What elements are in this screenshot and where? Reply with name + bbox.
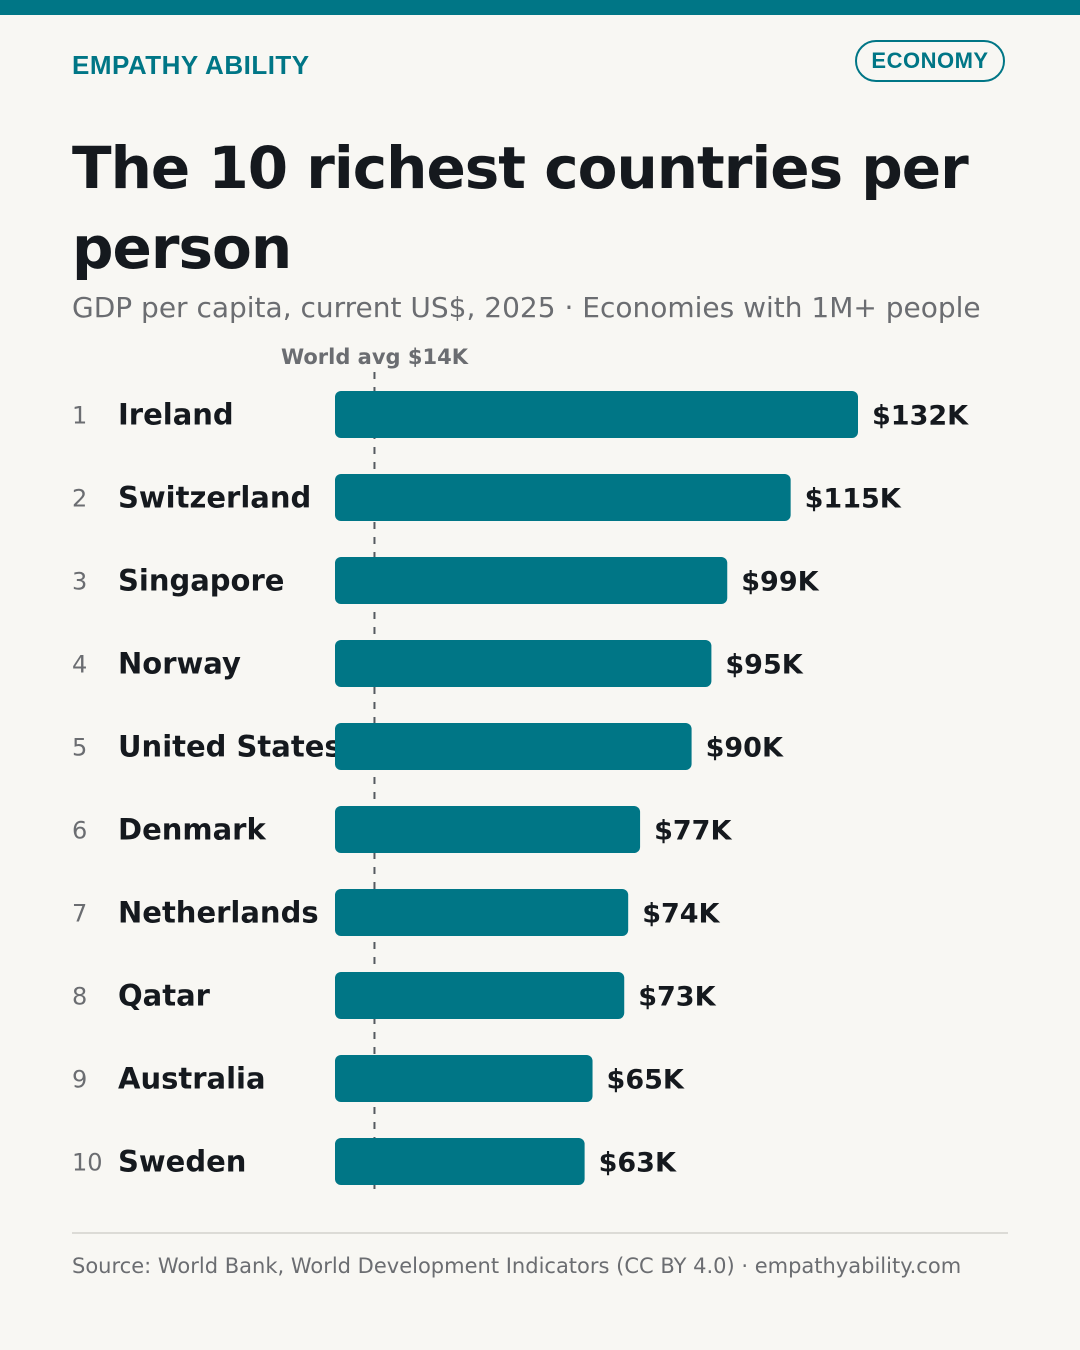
rank-label: 5: [72, 734, 87, 762]
value-label: $74K: [642, 899, 720, 930]
source-note: Source: World Bank, World Development In…: [72, 1254, 962, 1278]
rank-label: 3: [72, 568, 87, 596]
rank-label: 10: [72, 1149, 103, 1177]
chart-subtitle: GDP per capita, current US$, 2025 · Econ…: [72, 291, 981, 324]
country-label: Norway: [118, 647, 241, 681]
chart-title: The 10 richest countries per person: [72, 134, 969, 282]
value-label: $73K: [638, 982, 716, 1013]
bar: [335, 806, 641, 853]
rank-label: 6: [72, 817, 87, 845]
footer-divider: [72, 1232, 1008, 1234]
bar: [335, 1138, 585, 1185]
rank-label: 8: [72, 983, 87, 1011]
top-accent-bar: [0, 0, 1080, 15]
bar: [335, 640, 712, 687]
rank-label: 1: [72, 402, 87, 430]
value-label: $132K: [872, 401, 969, 432]
rank-label: 7: [72, 900, 87, 928]
value-label: $115K: [805, 484, 902, 515]
country-label: United States: [118, 730, 342, 764]
country-label: Ireland: [118, 398, 234, 432]
value-label: $95K: [725, 650, 803, 681]
bar: [335, 889, 629, 936]
value-label: $90K: [706, 733, 784, 764]
brand-name: EMPATHY ABILITY: [72, 50, 310, 80]
bar: [335, 391, 858, 438]
country-label: Switzerland: [118, 481, 311, 515]
value-label: $65K: [607, 1065, 685, 1096]
country-label: Denmark: [118, 813, 266, 847]
bar: [335, 972, 625, 1019]
bar: [335, 1055, 593, 1102]
country-label: Singapore: [118, 564, 284, 598]
bar: [335, 723, 692, 770]
country-label: Netherlands: [118, 896, 319, 930]
rank-label: 9: [72, 1066, 87, 1094]
bar: [335, 557, 728, 604]
rank-label: 2: [72, 485, 87, 513]
category-tag: ECONOMY: [855, 40, 1005, 82]
country-label: Sweden: [118, 1145, 246, 1179]
value-label: $63K: [599, 1148, 677, 1179]
reference-line-label: World avg $14K: [281, 345, 469, 369]
country-label: Australia: [118, 1062, 266, 1096]
country-label: Qatar: [118, 979, 211, 1013]
bar: [335, 474, 791, 521]
rank-label: 4: [72, 651, 87, 679]
value-label: $99K: [741, 567, 819, 598]
value-label: $77K: [654, 816, 732, 847]
